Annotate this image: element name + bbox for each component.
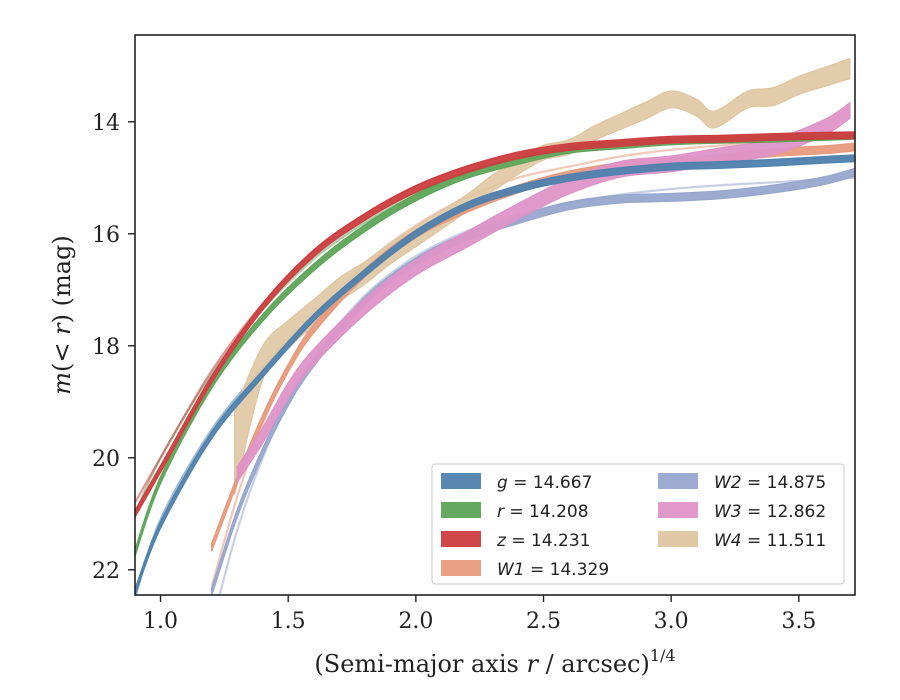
legend-swatch-w1: [441, 560, 481, 576]
legend: g = 14.667 r = 14.208 z = 14.231 W1 = 14.32…: [431, 463, 845, 585]
y-tick-label: 22: [92, 559, 120, 584]
band-g: [135, 154, 855, 595]
legend-swatch-w2: [658, 473, 698, 489]
legend-swatch-w4: [658, 531, 698, 547]
legend-swatch-r: [441, 502, 481, 518]
legend-box: [431, 463, 845, 585]
legend-label-w3: W3 = 12.862: [714, 502, 826, 522]
plot-frame: [134, 34, 856, 596]
y-tick-label: 14: [92, 111, 120, 136]
x-axis-label-sup: 1/4: [650, 646, 676, 665]
series-layer: [135, 57, 855, 595]
y-tick-label: 18: [92, 335, 120, 360]
legend-label-w1: W1 = 14.329: [497, 560, 609, 580]
x-tick-label: 2.5: [526, 609, 561, 634]
band-w4: [234, 57, 851, 495]
band-r: [135, 131, 855, 557]
x-tick-label: 2.0: [398, 609, 433, 634]
y-axis-ticks: 14 16 18 20 22: [92, 111, 135, 584]
y-axis-label-r: r: [48, 322, 76, 335]
x-axis-ticks: 1.0 1.5 2.0 2.5 3.0 3.5: [143, 595, 816, 634]
x-axis-label-post: / arcsec): [538, 650, 650, 678]
legend-swatch-w3: [658, 502, 698, 518]
legend-swatch-z: [441, 531, 481, 547]
legend-label-w4: W4 = 11.511: [714, 531, 826, 551]
y-tick-label: 20: [92, 447, 120, 472]
x-tick-label: 3.5: [781, 609, 816, 634]
y-axis-label-lt: <: [48, 335, 76, 363]
y-axis-label: m(< r) (mag): [48, 235, 76, 395]
x-tick-label: 3.0: [654, 609, 689, 634]
legend-label-z: z = 14.231: [496, 531, 590, 551]
legend-label-w2: W2 = 14.875: [714, 473, 826, 493]
band-z: [135, 131, 855, 519]
x-tick-label: 1.5: [271, 609, 306, 634]
x-tick-label: 1.0: [143, 609, 178, 634]
x-axis-label-var: r: [526, 650, 539, 678]
y-axis-label-close: ) (mag): [48, 235, 76, 323]
legend-swatch-g: [441, 473, 481, 489]
y-axis-label-open: (: [48, 363, 76, 372]
y-tick-label: 16: [92, 223, 120, 248]
legend-label-g: g = 14.667: [497, 473, 592, 493]
legend-label-r: r = 14.208: [497, 502, 589, 522]
y-axis-label-m: m: [48, 372, 76, 395]
x-axis-label-pre: (Semi-major axis: [314, 650, 526, 678]
x-axis-label: (Semi-major axis r / arcsec)1/4: [314, 646, 675, 678]
